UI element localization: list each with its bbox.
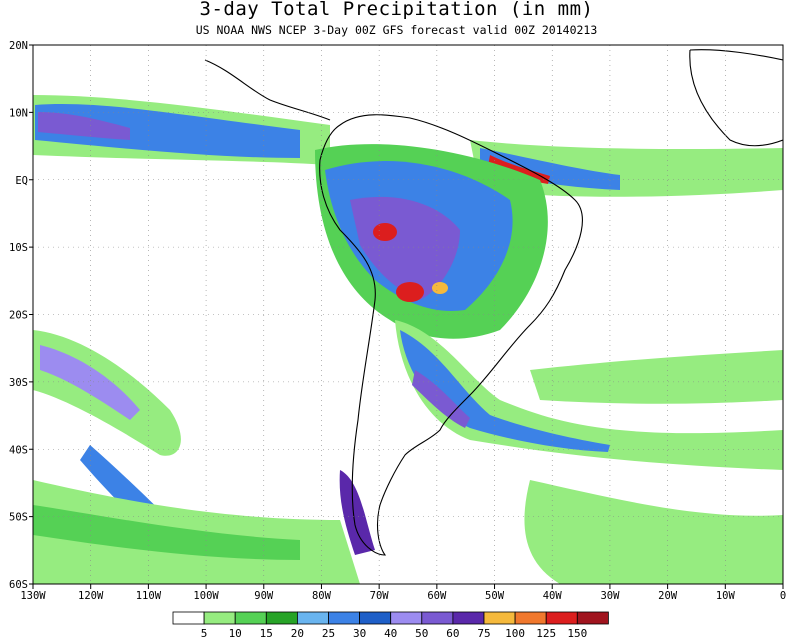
legend-swatch xyxy=(390,611,423,625)
legend-swatch xyxy=(514,611,547,625)
precip-max-amazon-a xyxy=(373,223,397,241)
precip-southeast-purple xyxy=(412,370,470,428)
lat-tick-label: 10N xyxy=(9,107,28,119)
lon-tick-label: 90W xyxy=(254,590,274,602)
legend-label: 50 xyxy=(415,627,428,640)
lon-tick-label: 10W xyxy=(716,590,736,602)
legend-swatch xyxy=(328,611,361,625)
lat-tick-label: 60S xyxy=(9,579,28,591)
precip-itcz-west-core xyxy=(35,104,300,158)
legend-label: 10 xyxy=(229,627,242,640)
legend-label: 75 xyxy=(477,627,490,640)
lon-tick-label: 60W xyxy=(427,590,447,602)
legend-label: 5 xyxy=(201,627,208,640)
precip-atlantic-b xyxy=(524,480,783,584)
coastlines xyxy=(204,49,783,556)
lat-tick-label: 20S xyxy=(9,310,28,322)
legend-label: 15 xyxy=(260,627,273,640)
precip-field xyxy=(33,95,783,584)
legend-swatch xyxy=(421,611,454,625)
lon-tick-label: 20W xyxy=(658,590,678,602)
lon-tick-label: 130W xyxy=(20,590,46,602)
legend-swatch xyxy=(265,611,298,625)
precip-atlantic-a xyxy=(530,350,783,404)
legend-swatch xyxy=(296,611,329,625)
precip-max-amazon-c xyxy=(432,282,448,294)
lon-tick-label: 0 xyxy=(780,590,786,602)
lat-tick-label: 10S xyxy=(9,242,28,254)
legend-swatch xyxy=(359,611,392,625)
lat-tick-label: 30S xyxy=(9,377,28,389)
legend-label: 125 xyxy=(536,627,556,640)
lon-tick-label: 40W xyxy=(543,590,563,602)
legend-swatch xyxy=(545,611,578,625)
lon-tick-label: 120W xyxy=(78,590,104,602)
legend-label: 60 xyxy=(446,627,459,640)
lat-tick-label: EQ xyxy=(15,175,28,187)
lat-tick-label: 40S xyxy=(9,444,28,456)
map-subtitle: US NOAA NWS NCEP 3-Day 00Z GFS forecast … xyxy=(195,23,598,37)
lon-tick-label: 100W xyxy=(193,590,219,602)
coastline-south-america xyxy=(319,114,583,556)
coastline-africa xyxy=(689,49,783,147)
legend-swatch xyxy=(576,611,609,625)
precip-itcz-east-core xyxy=(480,148,620,190)
lon-tick-label: 80W xyxy=(312,590,332,602)
legend-swatch xyxy=(203,611,236,625)
legend-swatch xyxy=(234,611,267,625)
legend-label: 40 xyxy=(384,627,397,640)
precip-legend: 5 10 15 20 25 30 40 50 60 75 100 125 150 xyxy=(172,611,609,640)
precip-pacific-a-core xyxy=(40,345,140,420)
axis-ticks: 130W 120W 110W 100W 90W 80W 70W 60W 50W 40W 30W 20W… xyxy=(9,40,786,602)
lat-tick-label: 20N xyxy=(9,40,28,52)
legend-swatch xyxy=(483,611,516,625)
legend-label: 25 xyxy=(322,627,335,640)
lat-tick-label: 50S xyxy=(9,512,28,524)
lon-tick-label: 70W xyxy=(370,590,390,602)
legend-label: 150 xyxy=(567,627,587,640)
lon-tick-label: 110W xyxy=(136,590,162,602)
map-title: 3-day Total Precipitation (in mm) xyxy=(199,0,594,20)
legend-label: 100 xyxy=(505,627,525,640)
lon-tick-label: 50W xyxy=(485,590,505,602)
graticule xyxy=(33,45,783,584)
precip-pacific-c-core xyxy=(33,505,300,560)
legend-label: 20 xyxy=(291,627,304,640)
legend-label: 30 xyxy=(353,627,366,640)
legend-swatch xyxy=(452,611,485,625)
precip-max-amazon-b xyxy=(396,282,424,302)
lon-tick-label: 30W xyxy=(600,590,620,602)
precip-itcz-west-max xyxy=(38,112,130,140)
precip-amazon-purple xyxy=(350,196,460,300)
legend-swatch xyxy=(172,611,205,625)
precip-southern-chile xyxy=(339,470,375,555)
coastline-central-america xyxy=(204,59,331,121)
precip-itcz-east-max xyxy=(488,155,550,184)
